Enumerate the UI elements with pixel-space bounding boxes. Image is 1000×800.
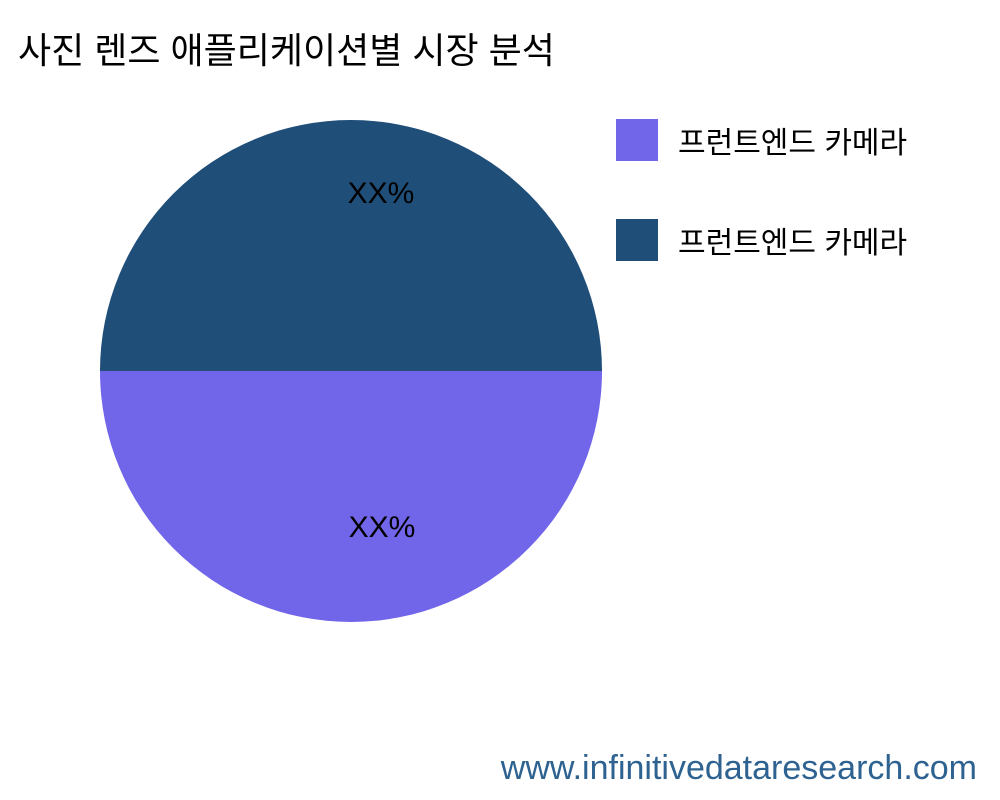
page-title: 사진 렌즈 애플리케이션별 시장 분석 [18, 30, 555, 71]
legend-swatch-navy [616, 219, 658, 261]
legend: 프런트엔드 카메라 프런트엔드 카메라 [616, 119, 907, 319]
legend-item-0: 프런트엔드 카메라 [616, 119, 907, 161]
pie-chart [100, 120, 602, 622]
pie-slice-0 [100, 371, 602, 622]
data-label-top-slice: XX% [347, 177, 415, 210]
data-label-bottom-slice: XX% [348, 511, 416, 544]
footer-website-url: www.infinitivedataresearch.com [500, 749, 977, 787]
legend-item-1: 프런트엔드 카메라 [616, 219, 907, 261]
legend-label-1: 프런트엔드 카메라 [678, 227, 908, 260]
pie-slice-1 [100, 120, 602, 371]
legend-label-0: 프런트엔드 카메라 [678, 127, 908, 160]
pie-chart-area: XX% XX% [100, 120, 602, 622]
legend-swatch-purple [616, 119, 658, 161]
